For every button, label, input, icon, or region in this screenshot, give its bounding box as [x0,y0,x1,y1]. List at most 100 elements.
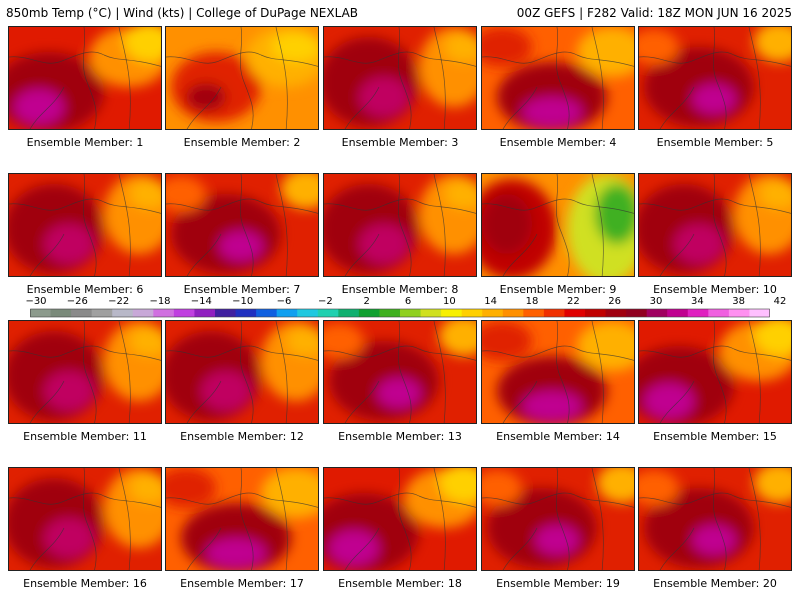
colorbar-tick-label: 38 [732,296,746,307]
member-label-10: Ensemble Member: 10 [653,283,777,296]
temperature-map-member-12 [166,321,318,423]
member-label-19: Ensemble Member: 19 [496,577,620,590]
colorbar-swatch [667,309,689,317]
map-panel-member-16 [8,467,162,571]
map-panel-member-20 [638,467,792,571]
colorbar-tick-label: −14 [190,296,212,307]
colorbar-swatch [441,309,463,317]
member-label-8: Ensemble Member: 8 [341,283,459,296]
temperature-map-member-8 [324,174,476,276]
map-panel-member-15 [638,320,792,424]
temperature-map-member-2 [166,27,318,129]
colorbar-swatch [626,309,648,317]
temperature-map-member-10 [639,174,791,276]
temperature-map-member-18 [324,468,476,570]
map-panel-member-14 [481,320,635,424]
colorbar-tick-label: 10 [442,296,456,307]
temperature-map-member-15 [639,321,791,423]
map-panel-member-8 [323,173,477,277]
colorbar-swatch [276,309,298,317]
temperature-map-member-6 [9,174,161,276]
colorbar-swatch [523,309,545,317]
colorbar-tick-label: 6 [404,296,412,307]
colorbar-tick-label: 22 [566,296,580,307]
member-label-3: Ensemble Member: 3 [341,136,459,149]
member-label-6: Ensemble Member: 6 [26,283,144,296]
member-label-1: Ensemble Member: 1 [26,136,144,149]
member-label-7: Ensemble Member: 7 [183,283,301,296]
temperature-map-member-5 [639,27,791,129]
map-panel-member-3 [323,26,477,130]
temperature-map-member-11 [9,321,161,423]
map-panel-member-19 [481,467,635,571]
colorbar-swatch [317,309,339,317]
colorbar-swatch [502,309,524,317]
map-panel-member-17 [165,467,319,571]
temperature-map-member-17 [166,468,318,570]
map-panel-member-4 [481,26,635,130]
member-label-20: Ensemble Member: 20 [653,577,777,590]
colorbar-swatch [605,309,627,317]
colorbar-swatch [71,309,93,317]
colorbar-tick-label: −26 [66,296,88,307]
temperature-map-member-20 [639,468,791,570]
colorbar-swatch [112,309,134,317]
temperature-map-member-7 [166,174,318,276]
member-label-2: Ensemble Member: 2 [183,136,301,149]
colorbar-tick-label: −18 [149,296,171,307]
map-panel-member-18 [323,467,477,571]
map-panel-member-6 [8,173,162,277]
map-panel-member-5 [638,26,792,130]
map-panel-member-9 [481,173,635,277]
colorbar [30,308,770,318]
colorbar-tick-label: 18 [525,296,539,307]
colorbar-swatch [708,309,730,317]
colorbar-swatch [564,309,586,317]
colorbar-swatch [338,309,360,317]
colorbar-ticks: −30 −26 −22 −18 −14 −10 −6 −2 2 6 10 14 18 22 26 30 34 38… [20,296,786,308]
temperature-map-member-3 [324,27,476,129]
colorbar-swatch [400,309,422,317]
colorbar-tick-label: −10 [232,296,254,307]
map-panel-member-7 [165,173,319,277]
colorbar-tick-label: −6 [276,296,292,307]
temperature-map-member-13 [324,321,476,423]
map-panel-member-13 [323,320,477,424]
member-label-16: Ensemble Member: 16 [23,577,147,590]
colorbar-swatch [379,309,401,317]
temperature-map-member-4 [482,27,634,129]
colorbar-tick-label: 30 [649,296,663,307]
colorbar-swatch [91,309,113,317]
temperature-map-member-9 [482,174,634,276]
member-label-12: Ensemble Member: 12 [180,430,304,443]
colorbar-swatch [297,309,319,317]
colorbar-swatch [646,309,668,317]
member-label-4: Ensemble Member: 4 [499,136,617,149]
member-label-13: Ensemble Member: 13 [338,430,462,443]
colorbar-swatch [543,309,565,317]
temperature-map-member-14 [482,321,634,423]
colorbar-tick-label: −22 [108,296,130,307]
colorbar-swatch [749,309,770,317]
colorbar-swatch [256,309,278,317]
colorbar-swatch [30,309,52,317]
colorbar-swatch [153,309,175,317]
member-label-17: Ensemble Member: 17 [180,577,304,590]
colorbar-tick-label: 14 [484,296,498,307]
header-title: 850mb Temp (°C) | Wind (kts) | College o… [6,6,359,20]
map-panel-member-2 [165,26,319,130]
temperature-map-member-1 [9,27,161,129]
member-label-15: Ensemble Member: 15 [653,430,777,443]
colorbar-tick-label: 34 [690,296,704,307]
map-panel-member-12 [165,320,319,424]
colorbar-swatch [50,309,72,317]
colorbar-swatch [420,309,442,317]
map-panel-member-11 [8,320,162,424]
colorbar-swatch [235,309,257,317]
member-label-18: Ensemble Member: 18 [338,577,462,590]
member-label-9: Ensemble Member: 9 [499,283,617,296]
colorbar-tick-label: 42 [773,296,787,307]
colorbar-swatch [194,309,216,317]
temperature-map-member-19 [482,468,634,570]
